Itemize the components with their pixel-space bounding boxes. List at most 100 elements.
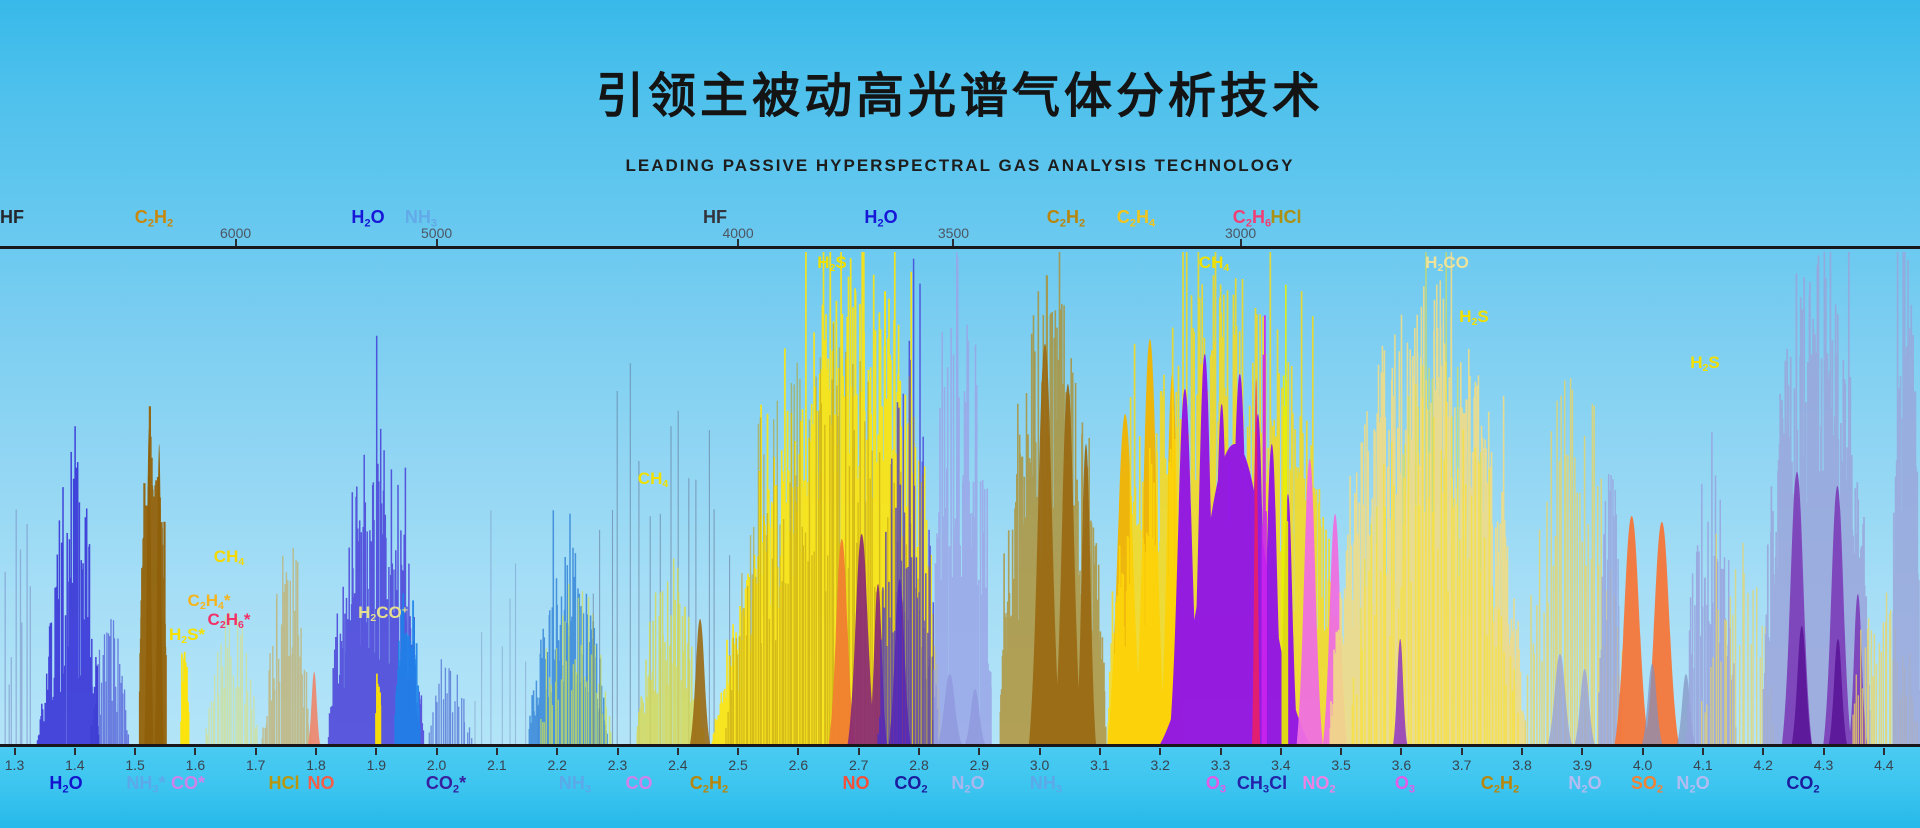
wavelength-tick-label: 2.5 <box>728 757 748 773</box>
spectral-band-NO <box>828 539 855 744</box>
plot-annotation: C2H4* <box>187 591 231 613</box>
bottom-axis-tick <box>1701 748 1704 755</box>
wavelength-tick-label: 4.3 <box>1813 757 1834 773</box>
wavelength-tick-label: 3.9 <box>1572 757 1593 773</box>
gas-label: HF <box>0 207 24 227</box>
wavelength-tick-label: 2.4 <box>668 757 688 773</box>
wavelength-tick-label: 1.5 <box>125 757 145 773</box>
bottom-axis-tick <box>315 748 317 755</box>
bottom-axis-tick <box>918 748 920 755</box>
gas-label: N2O <box>1568 773 1602 796</box>
gas-label: H2O <box>351 207 385 230</box>
spectral-band-C2H2 <box>1029 344 1096 744</box>
wavelength-tick-label: 3.1 <box>1090 757 1110 773</box>
bottom-axis-tick <box>435 748 438 755</box>
spectral-band-N2O <box>933 252 992 744</box>
spectral-band-N2O <box>937 674 986 744</box>
spectral-band-CO <box>540 583 612 744</box>
bottom-axis-tick <box>1038 748 1041 755</box>
spectral-band-O3 <box>1160 354 1310 744</box>
bottom-axis-tick <box>1641 748 1644 755</box>
plot-annotation: H2S* <box>168 625 206 647</box>
bottom-axis-tick <box>1521 748 1523 755</box>
gas-label: H2O <box>49 773 83 796</box>
bottom-axis-tick <box>737 748 740 755</box>
wavenumber-tick-label: 3500 <box>937 225 970 241</box>
wavelength-tick-label: 1.3 <box>4 757 25 773</box>
bottom-axis-tick <box>978 748 981 755</box>
gas-label: C2H2 <box>1046 207 1086 230</box>
bottom-axis-tick <box>1340 748 1343 755</box>
bottom-axis-tick <box>495 748 498 755</box>
gas-label: NO2 <box>1302 773 1336 796</box>
plot-annotation: C2H6* <box>207 610 251 632</box>
wavelength-tick-label: 2.8 <box>909 757 929 773</box>
spectral-band-C2H2 <box>1351 252 1519 744</box>
plot-annotation: CH4 <box>213 547 245 569</box>
bottom-axis-tick <box>797 748 800 755</box>
top-axis-tick <box>1239 239 1242 246</box>
gas-label: CO2 <box>894 773 928 796</box>
gas-label: NH3 <box>558 773 592 796</box>
bottom-axis-tick <box>13 748 16 755</box>
gas-label: SO2 <box>1630 773 1664 796</box>
bottom-axis-tick <box>1279 748 1282 755</box>
wavelength-tick-label: 3.7 <box>1451 757 1472 773</box>
page-subtitle: LEADING PASSIVE HYPERSPECTRAL GAS ANALYS… <box>625 156 1295 175</box>
spectral-band-H2O <box>90 619 130 744</box>
wavelength-tick-label: 2.7 <box>848 757 869 773</box>
gas-label: CO <box>625 773 653 793</box>
wavenumber-tick-label: 3000 <box>1225 225 1257 241</box>
plot-annotation: H2S <box>1690 353 1720 375</box>
wavelength-tick-label: 3.5 <box>1331 757 1351 773</box>
wavelength-tick-label: 2.0 <box>426 757 447 773</box>
plot-annotation: H2CO <box>1425 253 1469 275</box>
spectral-band-NO <box>308 672 321 744</box>
bottom-axis-tick <box>1822 748 1825 755</box>
bottom-axis-tick <box>73 748 76 755</box>
wavelength-tick-label: 1.6 <box>185 757 206 773</box>
gas-label: CO2 <box>1786 773 1820 796</box>
gas-label: CO* <box>170 773 206 793</box>
spectral-band-N2O <box>1598 474 1622 744</box>
wavenumber-tick-label: 4000 <box>722 225 754 241</box>
wavelength-tick-label: 3.6 <box>1391 757 1412 773</box>
wavelength-tick-label: 4.2 <box>1753 757 1773 773</box>
plot-annotation: H2S <box>1459 307 1489 329</box>
gas-label: NH3 <box>1029 773 1063 796</box>
bottom-axis-tick <box>616 748 619 755</box>
bottom-axis-tick <box>1159 748 1162 755</box>
wavenumber-tick-label: 5000 <box>421 225 453 241</box>
spectral-band-HCl <box>261 547 312 744</box>
gas-label: NO <box>307 773 335 793</box>
spectral-band-H2S* <box>180 651 190 744</box>
top-axis-tick <box>435 239 438 246</box>
gas-label: NO <box>842 773 870 793</box>
page-title: 引领主被动高光谱气体分析技术 <box>595 70 1324 123</box>
bottom-axis-tick <box>1762 748 1765 755</box>
bottom-axis-tick <box>1882 748 1885 755</box>
wavelength-tick-label: 4.0 <box>1632 757 1653 773</box>
top-axis-tick <box>737 239 740 246</box>
gas-label: C2H4 <box>1116 207 1156 230</box>
gas-label: C2H2 <box>1480 773 1520 796</box>
gas-label: N2O <box>1676 773 1710 796</box>
wavelength-tick-label: 3.4 <box>1271 757 1291 773</box>
top-axis-tick <box>952 239 955 246</box>
wavelength-tick-label: 3.3 <box>1210 757 1231 773</box>
spectral-band-SO2 <box>1614 516 1679 744</box>
spectral-band-N2O <box>1547 654 1595 744</box>
top-axis-line <box>0 246 1920 249</box>
wavelength-tick-label: 1.4 <box>65 757 85 773</box>
wavelength-tick-label: 1.9 <box>366 757 387 773</box>
wavelength-tick-label: 2.9 <box>969 757 990 773</box>
gas-label: HCl <box>268 773 300 793</box>
bottom-axis-tick <box>134 748 137 755</box>
bottom-axis-tick <box>676 748 679 755</box>
spectral-band-H2CO <box>394 593 421 744</box>
plot-annotation: CH4 <box>1198 253 1230 275</box>
gas-label: HCl <box>1270 207 1302 227</box>
plot-annotation: H2CO+ <box>358 603 408 625</box>
